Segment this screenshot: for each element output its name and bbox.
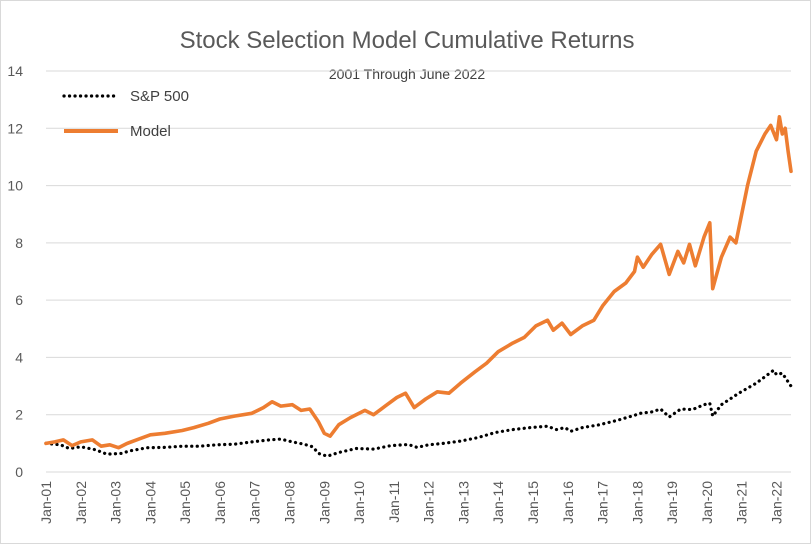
chart-title: Stock Selection Model Cumulative Returns [180,27,635,54]
x-tick-label: Jan-16 [560,481,576,524]
x-tick-label: Jan-12 [421,481,437,524]
x-axis-ticks: Jan-01 Jan-02 Jan-03 Jan-04 Jan-05 Jan-06 Jan-… [38,481,785,524]
y-tick-label: 0 [15,464,23,480]
x-tick-label: Jan-10 [351,481,367,524]
y-axis-ticks: 0 2 4 6 8 10 12 14 [7,63,23,480]
x-tick-label: Jan-15 [525,481,541,524]
x-tick-label: Jan-04 [142,481,158,524]
x-tick-label: Jan-09 [316,481,332,524]
x-tick-label: Jan-18 [629,481,645,524]
x-tick-label: Jan-20 [699,481,715,524]
x-tick-label: Jan-21 [734,481,750,524]
series-lines [44,115,793,458]
sp500-series-line [44,368,793,458]
x-tick-label: Jan-17 [595,481,611,524]
legend-label-sp500: S&P 500 [130,88,189,105]
x-tick-label: Jan-19 [664,481,680,524]
x-tick-label: Jan-08 [282,481,298,524]
x-tick-label: Jan-03 [108,481,124,524]
gridlines [46,70,791,473]
x-tick-label: Jan-13 [455,481,471,524]
x-tick-label: Jan-06 [212,481,228,524]
x-tick-label: Jan-01 [38,481,54,524]
y-tick-label: 10 [7,178,23,194]
model-series-line [44,115,793,450]
x-tick-label: Jan-11 [386,481,402,523]
x-tick-label: Jan-14 [490,481,506,524]
legend: S&P 500 Model [62,88,189,140]
x-tick-label: Jan-07 [247,481,263,524]
chart-subtitle: 2001 Through June 2022 [329,66,485,82]
y-tick-label: 12 [7,120,23,136]
y-tick-label: 4 [15,349,23,365]
y-tick-label: 8 [15,235,23,251]
x-tick-label: Jan-02 [73,481,89,524]
x-tick-label: Jan-05 [177,481,193,524]
legend-label-model: Model [130,123,171,140]
y-tick-label: 6 [15,292,23,308]
y-tick-label: 14 [7,63,23,79]
x-tick-label: Jan-22 [769,481,785,524]
y-tick-label: 2 [15,407,23,423]
